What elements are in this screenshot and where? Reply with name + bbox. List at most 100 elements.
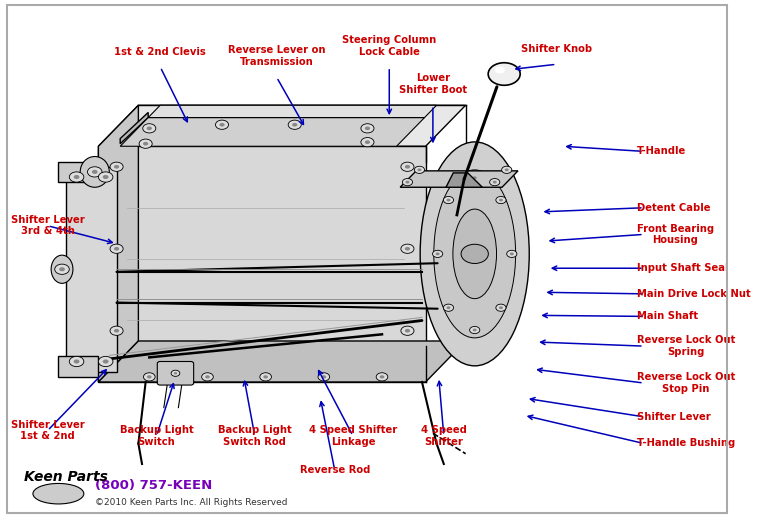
Polygon shape bbox=[446, 173, 482, 188]
Circle shape bbox=[292, 123, 297, 126]
Text: T-Handle: T-Handle bbox=[637, 147, 686, 156]
Circle shape bbox=[69, 356, 84, 367]
Polygon shape bbox=[99, 341, 466, 382]
Circle shape bbox=[110, 326, 123, 335]
Polygon shape bbox=[65, 167, 116, 372]
Circle shape bbox=[139, 139, 152, 148]
Text: Input Shaft Seal: Input Shaft Seal bbox=[637, 263, 728, 273]
Circle shape bbox=[55, 264, 69, 275]
Circle shape bbox=[507, 250, 517, 257]
Circle shape bbox=[499, 198, 503, 202]
Circle shape bbox=[171, 370, 180, 377]
Polygon shape bbox=[59, 356, 99, 377]
Circle shape bbox=[147, 375, 152, 379]
Circle shape bbox=[433, 250, 443, 257]
Circle shape bbox=[501, 166, 512, 174]
Circle shape bbox=[447, 198, 450, 202]
Circle shape bbox=[417, 168, 421, 171]
Ellipse shape bbox=[51, 255, 73, 283]
Text: Backup Light
Switch Rod: Backup Light Switch Rod bbox=[218, 425, 292, 447]
Text: Reverse Rod: Reverse Rod bbox=[300, 465, 370, 475]
Circle shape bbox=[405, 247, 410, 251]
Circle shape bbox=[202, 373, 213, 381]
Text: Shifter Lever
1st & 2nd: Shifter Lever 1st & 2nd bbox=[11, 420, 85, 441]
Circle shape bbox=[143, 142, 149, 146]
Circle shape bbox=[406, 181, 410, 183]
Text: 1st & 2nd Clevis: 1st & 2nd Clevis bbox=[114, 47, 206, 56]
Circle shape bbox=[318, 373, 330, 381]
Circle shape bbox=[74, 175, 79, 179]
Text: Backup Light
Switch: Backup Light Switch bbox=[119, 425, 193, 447]
Text: 4 Speed
Shifter: 4 Speed Shifter bbox=[421, 425, 467, 447]
Circle shape bbox=[99, 356, 113, 367]
Circle shape bbox=[473, 176, 477, 179]
Circle shape bbox=[405, 329, 410, 333]
Circle shape bbox=[205, 375, 209, 379]
Polygon shape bbox=[400, 171, 518, 188]
Circle shape bbox=[99, 172, 113, 182]
Circle shape bbox=[401, 162, 414, 171]
Circle shape bbox=[405, 165, 410, 168]
FancyBboxPatch shape bbox=[157, 362, 193, 385]
Circle shape bbox=[216, 120, 229, 130]
Circle shape bbox=[365, 126, 370, 130]
Circle shape bbox=[436, 252, 440, 255]
Text: Shifter Lever: Shifter Lever bbox=[637, 412, 710, 422]
Circle shape bbox=[490, 179, 500, 186]
Text: Keen Parts: Keen Parts bbox=[24, 470, 108, 484]
Circle shape bbox=[401, 326, 414, 335]
Text: Front Bearing
Housing: Front Bearing Housing bbox=[637, 224, 714, 245]
Text: ©2010 Keen Parts Inc. All Rights Reserved: ©2010 Keen Parts Inc. All Rights Reserve… bbox=[95, 498, 287, 507]
Polygon shape bbox=[148, 105, 437, 118]
Circle shape bbox=[102, 359, 109, 364]
Circle shape bbox=[110, 244, 123, 253]
Circle shape bbox=[377, 373, 388, 381]
Circle shape bbox=[361, 138, 374, 147]
Circle shape bbox=[447, 306, 450, 309]
Circle shape bbox=[401, 244, 414, 253]
Circle shape bbox=[499, 306, 503, 309]
Text: Steering Column
Lock Cable: Steering Column Lock Cable bbox=[342, 35, 437, 56]
Text: T-Handle Bushing: T-Handle Bushing bbox=[637, 438, 735, 449]
Circle shape bbox=[88, 167, 102, 177]
Ellipse shape bbox=[80, 156, 109, 188]
Polygon shape bbox=[99, 146, 426, 382]
Circle shape bbox=[496, 196, 506, 204]
Polygon shape bbox=[99, 105, 466, 146]
Circle shape bbox=[59, 267, 65, 271]
Circle shape bbox=[488, 63, 521, 85]
Circle shape bbox=[114, 247, 119, 251]
Text: Reverse Lock Out
Spring: Reverse Lock Out Spring bbox=[637, 335, 735, 357]
Circle shape bbox=[174, 372, 177, 375]
Circle shape bbox=[102, 175, 109, 179]
Circle shape bbox=[493, 181, 497, 183]
Circle shape bbox=[143, 373, 155, 381]
Circle shape bbox=[114, 329, 119, 333]
Circle shape bbox=[92, 170, 98, 174]
Circle shape bbox=[219, 123, 225, 126]
Circle shape bbox=[470, 326, 480, 334]
Circle shape bbox=[510, 252, 514, 255]
Text: Main Shaft: Main Shaft bbox=[637, 311, 698, 321]
Ellipse shape bbox=[33, 483, 84, 504]
Circle shape bbox=[414, 166, 424, 174]
Text: Reverse Lever on
Transmission: Reverse Lever on Transmission bbox=[228, 45, 325, 67]
Circle shape bbox=[494, 66, 505, 74]
Polygon shape bbox=[120, 112, 148, 143]
Polygon shape bbox=[59, 162, 99, 182]
Text: Lower
Shifter Boot: Lower Shifter Boot bbox=[399, 74, 467, 95]
Circle shape bbox=[288, 120, 301, 130]
Polygon shape bbox=[120, 118, 424, 146]
Circle shape bbox=[361, 124, 374, 133]
Circle shape bbox=[263, 375, 268, 379]
Circle shape bbox=[403, 179, 413, 186]
Circle shape bbox=[259, 373, 272, 381]
Circle shape bbox=[142, 124, 156, 133]
Circle shape bbox=[496, 304, 506, 311]
Circle shape bbox=[322, 375, 326, 379]
Circle shape bbox=[444, 196, 454, 204]
Circle shape bbox=[444, 304, 454, 311]
Circle shape bbox=[473, 328, 477, 332]
Circle shape bbox=[74, 359, 79, 364]
Circle shape bbox=[461, 244, 488, 264]
